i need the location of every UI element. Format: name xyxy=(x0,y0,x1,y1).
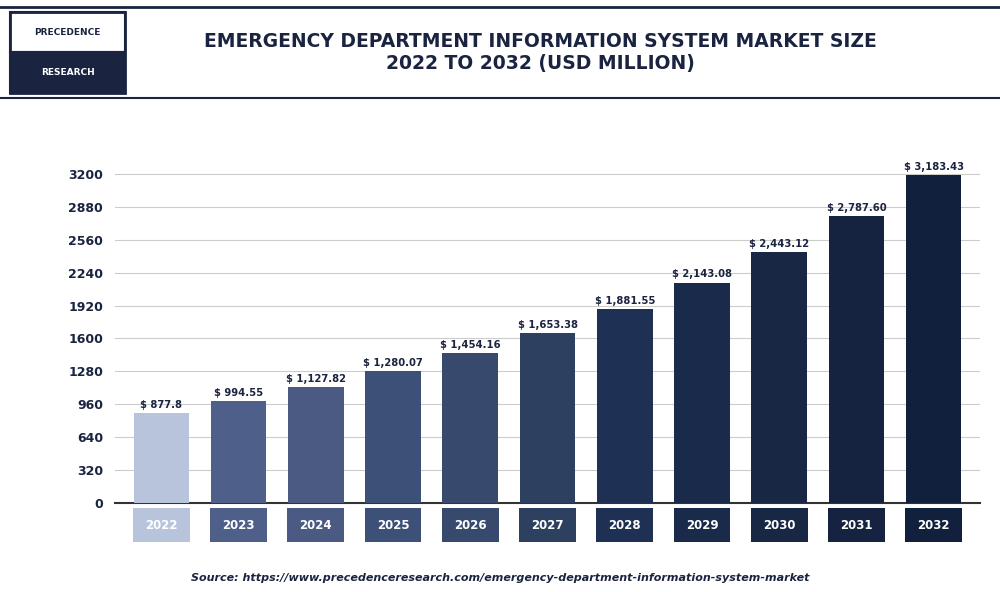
Bar xyxy=(829,216,884,503)
Text: $ 2,787.60: $ 2,787.60 xyxy=(827,203,886,213)
Bar xyxy=(288,387,344,503)
Text: $ 877.8: $ 877.8 xyxy=(140,400,182,410)
Text: 2031: 2031 xyxy=(840,519,873,532)
Bar xyxy=(674,282,730,503)
Text: $ 1,653.38: $ 1,653.38 xyxy=(518,320,578,330)
Bar xyxy=(751,252,807,503)
Bar xyxy=(211,401,266,503)
Text: 2024: 2024 xyxy=(299,519,332,532)
Text: $ 994.55: $ 994.55 xyxy=(214,388,263,398)
Bar xyxy=(597,310,653,503)
Text: 2026: 2026 xyxy=(454,519,487,532)
Text: 2032: 2032 xyxy=(917,519,950,532)
Text: RESEARCH: RESEARCH xyxy=(41,68,94,77)
Bar xyxy=(442,353,498,503)
Bar xyxy=(134,413,189,503)
Text: 2025: 2025 xyxy=(377,519,409,532)
Text: $ 1,881.55: $ 1,881.55 xyxy=(595,297,655,307)
Text: $ 1,280.07: $ 1,280.07 xyxy=(363,358,423,368)
Text: PRECEDENCE: PRECEDENCE xyxy=(34,28,101,37)
Text: 2029: 2029 xyxy=(686,519,718,532)
Text: $ 2,143.08: $ 2,143.08 xyxy=(672,269,732,279)
Text: $ 3,183.43: $ 3,183.43 xyxy=(904,162,964,172)
Text: 2022: 2022 xyxy=(145,519,178,532)
Text: $ 1,127.82: $ 1,127.82 xyxy=(286,374,346,384)
Text: 2023: 2023 xyxy=(222,519,255,532)
Bar xyxy=(906,175,961,503)
Text: 2030: 2030 xyxy=(763,519,795,532)
Text: 2028: 2028 xyxy=(608,519,641,532)
Text: 2027: 2027 xyxy=(531,519,564,532)
Bar xyxy=(365,371,421,503)
Bar xyxy=(520,333,575,503)
Text: $ 1,454.16: $ 1,454.16 xyxy=(440,340,501,350)
Text: EMERGENCY DEPARTMENT INFORMATION SYSTEM MARKET SIZE
2022 TO 2032 (USD MILLION): EMERGENCY DEPARTMENT INFORMATION SYSTEM … xyxy=(204,32,876,73)
Text: Source: https://www.precedenceresearch.com/emergency-department-information-syst: Source: https://www.precedenceresearch.c… xyxy=(191,573,809,583)
Text: $ 2,443.12: $ 2,443.12 xyxy=(749,239,809,249)
